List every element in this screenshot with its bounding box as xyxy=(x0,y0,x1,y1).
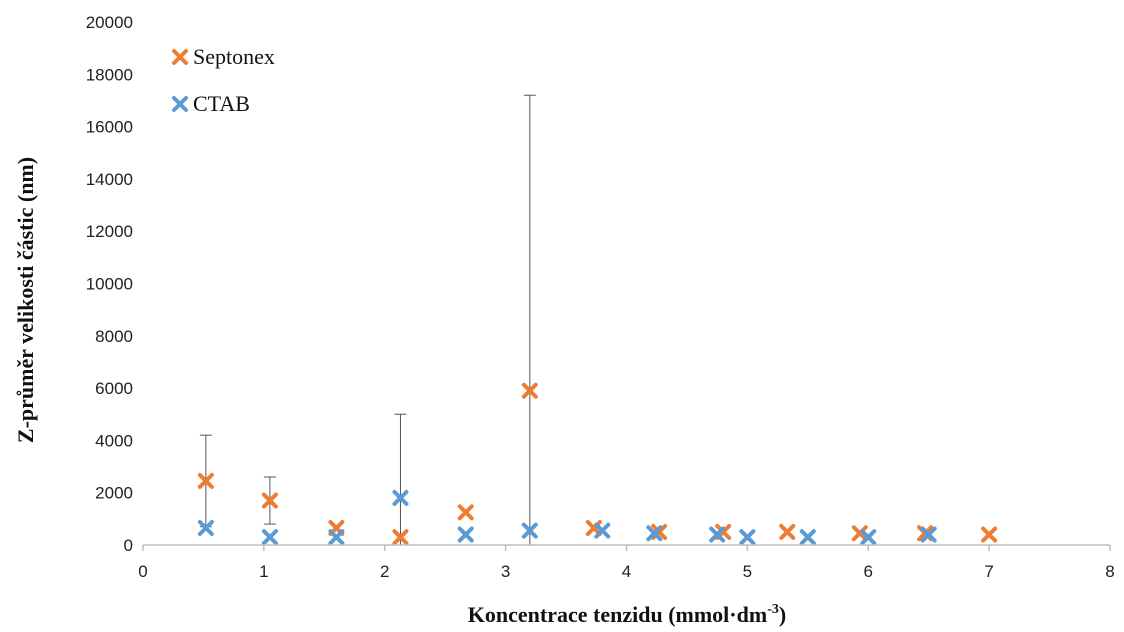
y-tick-label: 18000 xyxy=(86,65,133,84)
legend-item-ctab: CTAB xyxy=(174,91,250,116)
y-axis-title: Z-průměr velikosti částic (nm) xyxy=(13,157,38,443)
x-axis-title-superscript: -3 xyxy=(767,602,779,617)
y-tick-label: 10000 xyxy=(86,275,133,294)
legend-marker-septonex xyxy=(174,51,186,63)
legend-label-septonex: Septonex xyxy=(193,44,275,69)
y-tick-label: 14000 xyxy=(86,170,133,189)
x-tick-label: 8 xyxy=(1105,562,1114,581)
x-tick-label: 4 xyxy=(622,562,631,581)
data-point-ctab xyxy=(741,531,753,543)
data-point-ctab xyxy=(802,531,814,543)
x-tick-label: 1 xyxy=(259,562,268,581)
data-markers xyxy=(200,385,995,543)
data-point-ctab xyxy=(264,531,276,543)
error-bar xyxy=(524,95,536,545)
error-bar xyxy=(394,414,406,545)
data-point-septonex xyxy=(781,526,793,538)
y-tick-labels: 0 2000 4000 6000 8000 10000 12000 14000 16000 180… xyxy=(86,13,133,555)
y-tick-label: 6000 xyxy=(95,379,133,398)
legend-item-septonex: Septonex xyxy=(174,44,275,69)
x-tick-label: 7 xyxy=(984,562,993,581)
error-bars xyxy=(200,95,536,545)
data-point-ctab xyxy=(330,531,342,543)
y-tick-label: 4000 xyxy=(95,431,133,450)
x-tick-label: 6 xyxy=(864,562,873,581)
y-tick-label: 16000 xyxy=(86,118,133,137)
x-tick-marks xyxy=(143,545,1110,551)
x-tick-label: 0 xyxy=(138,562,147,581)
y-tick-label: 8000 xyxy=(95,327,133,346)
legend-marker-ctab xyxy=(174,98,186,110)
data-point-ctab xyxy=(460,529,472,541)
data-point-septonex xyxy=(983,529,995,541)
x-axis-title: Koncentrace tenzidu (mmol·dm-3) xyxy=(468,602,786,627)
x-tick-label: 2 xyxy=(380,562,389,581)
legend-label-ctab: CTAB xyxy=(193,91,250,116)
y-tick-label: 12000 xyxy=(86,222,133,241)
data-point-septonex xyxy=(460,506,472,518)
y-tick-label: 0 xyxy=(124,536,133,555)
legend: Septonex CTAB xyxy=(174,44,275,116)
x-tick-label: 5 xyxy=(743,562,752,581)
y-tick-label: 2000 xyxy=(95,484,133,503)
x-tick-label: 3 xyxy=(501,562,510,581)
legend-cross-septonex xyxy=(174,51,186,63)
x-tick-labels: 0 1 2 3 4 5 6 7 8 xyxy=(138,562,1114,581)
legend-cross-ctab xyxy=(174,98,186,110)
x-axis-title-end: ) xyxy=(779,602,786,627)
y-tick-label: 20000 xyxy=(86,13,133,32)
x-axis-title-main: Koncentrace tenzidu (mmol·dm xyxy=(468,602,767,627)
